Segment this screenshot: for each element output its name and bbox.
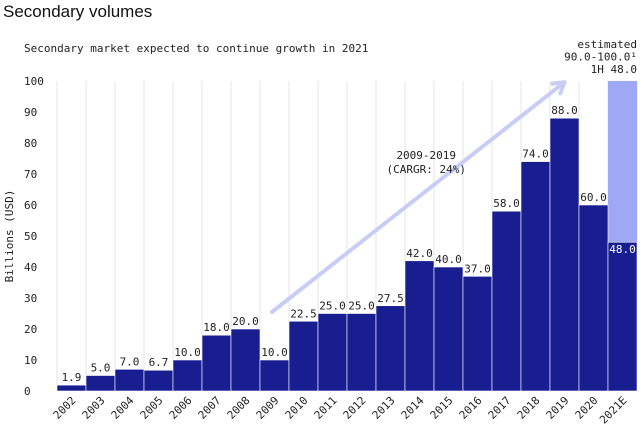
estimate-note-line: estimated <box>577 38 637 51</box>
bar-2007 <box>201 334 232 392</box>
bar-2012 <box>346 313 377 392</box>
estimate-note-line: 1H 48.0 <box>591 63 637 76</box>
bar-2020 <box>578 204 609 392</box>
x-tick-label: 2015 <box>428 394 456 422</box>
y-tick-label: 30 <box>24 292 37 305</box>
data-label: 48.0 <box>609 243 636 256</box>
y-tick-label: 10 <box>24 354 37 367</box>
data-label: 40.0 <box>435 253 462 266</box>
data-label: 88.0 <box>551 104 578 117</box>
x-ticks: 2002 2003 2004 2005 2006 2007 2008 2009 2010 2011… <box>51 394 630 427</box>
y-tick-label: 80 <box>24 137 37 150</box>
data-label: 10.0 <box>174 346 201 359</box>
data-label: 6.7 <box>149 356 169 369</box>
data-label: 25.0 <box>348 300 375 313</box>
estimate-note-line: 90.0-100.0¹ <box>564 51 637 64</box>
trend-arrow: 2009-2019(CARGR: 24%) <box>270 80 567 314</box>
x-tick-label: 2012 <box>341 394 369 422</box>
bar-2011 <box>317 313 348 392</box>
bar-2017 <box>491 210 522 392</box>
bar-2002 <box>56 384 87 392</box>
x-tick-label: 2011 <box>312 394 340 422</box>
estimate-range-bar <box>608 81 637 243</box>
x-tick-label: 2016 <box>457 394 485 422</box>
bar-2019 <box>549 117 580 392</box>
bar-2004 <box>114 368 145 392</box>
x-tick-label: 2005 <box>138 394 166 422</box>
bar-2018 <box>520 161 551 392</box>
x-tick-label: 2002 <box>51 394 79 422</box>
x-tick-label: 2006 <box>167 394 195 422</box>
bar-2008 <box>230 328 261 392</box>
data-label: 1.9 <box>62 371 82 384</box>
y-tick-label: 20 <box>24 323 37 336</box>
y-tick-label: 50 <box>24 230 37 243</box>
trend-arrowhead <box>550 80 567 96</box>
x-tick-label: 2017 <box>486 394 514 422</box>
data-label: 42.0 <box>406 247 433 260</box>
trend-label: 2009-2019 <box>396 149 456 162</box>
trend-line <box>270 80 567 314</box>
x-tick-label: 2018 <box>515 394 543 422</box>
data-label: 7.0 <box>120 355 140 368</box>
x-tick-label: 2008 <box>225 394 253 422</box>
data-labels: 1.95.0 7.0 6.710.018.0 20.010.022.525.0 25.0… <box>62 104 636 384</box>
bars <box>56 81 638 392</box>
chart-title: Secondary volumes <box>3 2 152 21</box>
bar-2014 <box>404 260 435 392</box>
bar-2009 <box>259 359 290 392</box>
y-tick-label: 70 <box>24 168 37 181</box>
x-tick-label: 2013 <box>370 394 398 422</box>
chart-subtitle: Secondary market expected to continue gr… <box>24 42 368 55</box>
bar-2006 <box>172 359 203 392</box>
bar-2003 <box>85 375 116 392</box>
y-tick-label: 60 <box>24 199 37 212</box>
x-tick-label: 2009 <box>254 394 282 422</box>
x-tick-label: 2004 <box>109 394 137 422</box>
x-tick-label: 2010 <box>283 394 311 422</box>
data-label: 60.0 <box>580 191 607 204</box>
data-label: 22.5 <box>290 307 317 320</box>
y-tick-label: 0 <box>24 385 31 398</box>
y-tick-label: 90 <box>24 106 37 119</box>
bar-2016 <box>462 275 493 392</box>
data-label: 20.0 <box>232 315 259 328</box>
bar-2010 <box>288 320 319 392</box>
x-tick-label: 2014 <box>399 394 427 422</box>
x-tick-label: 2007 <box>196 394 224 422</box>
trend-sublabel: (CARGR: 24%) <box>387 163 466 176</box>
data-label: 18.0 <box>203 321 230 334</box>
x-tick-label: 2003 <box>80 394 108 422</box>
bar-2005 <box>143 369 174 392</box>
y-tick-label: 40 <box>24 261 37 274</box>
bar-2021E <box>607 241 638 392</box>
data-label: 37.0 <box>464 262 491 275</box>
bar-2013 <box>375 305 406 392</box>
data-label: 27.5 <box>377 292 404 305</box>
y-axis-label: Billions (USD) <box>3 190 16 283</box>
data-label: 74.0 <box>522 148 549 161</box>
y-tick-label: 100 <box>24 75 44 88</box>
data-label: 58.0 <box>493 197 520 210</box>
y-ticks: 0 10 20 30 40 50 60 70 80 90 100 <box>24 75 44 398</box>
x-tick-label: 2021E <box>597 394 630 427</box>
data-label: 10.0 <box>261 346 288 359</box>
data-label: 25.0 <box>319 300 346 313</box>
data-label: 5.0 <box>91 362 111 375</box>
bar-2015 <box>433 266 464 392</box>
x-tick-label: 2019 <box>544 394 572 422</box>
